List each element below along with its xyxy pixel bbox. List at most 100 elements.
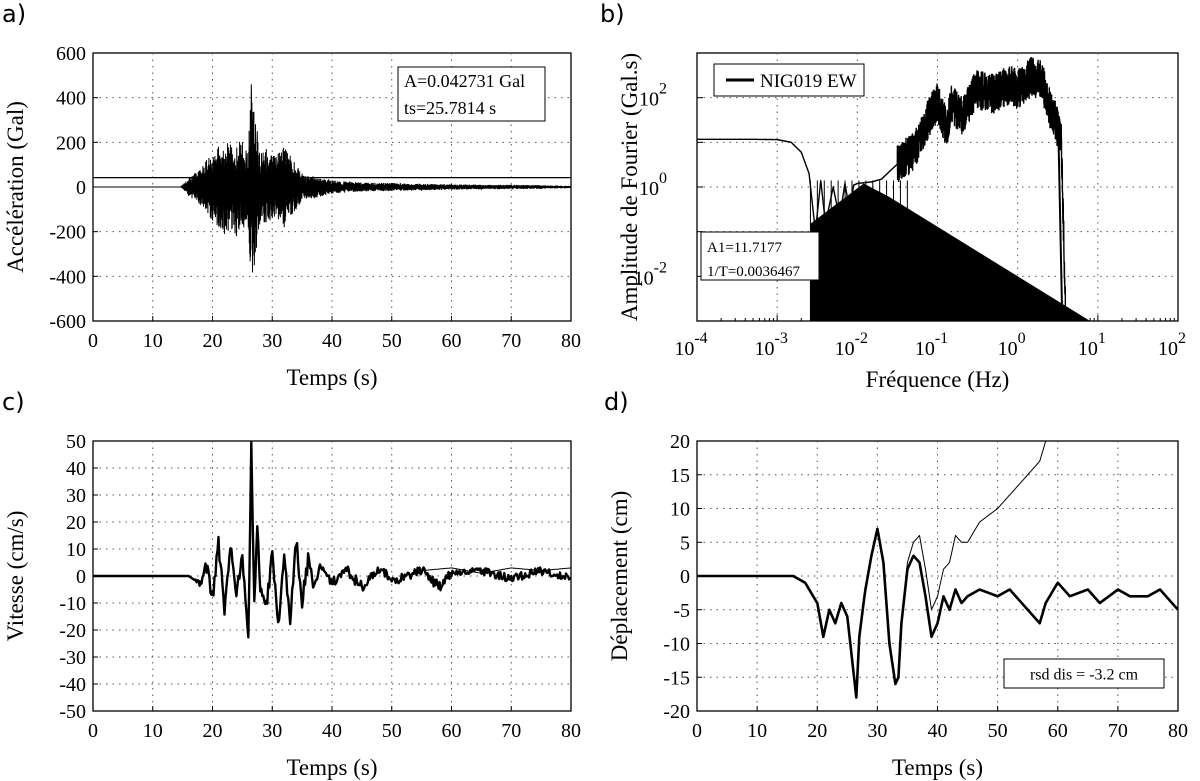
x-tick-label: 60 bbox=[1048, 720, 1068, 742]
x-tick-label: 10 bbox=[143, 720, 163, 742]
x-tick-label: 10-4 bbox=[674, 330, 707, 360]
x-tick-label: 70 bbox=[501, 720, 521, 742]
legend: NIG019 EW bbox=[713, 63, 865, 97]
x-tick-label: 30 bbox=[262, 330, 282, 352]
x-tick-label: 50 bbox=[382, 720, 402, 742]
chart-panel-c: c) 0 10 20 30 40 50 60 70 80 -50 -40 -30 -20 -10 0 10 20 3… bbox=[2, 388, 581, 780]
y-tick-label: 102 bbox=[639, 81, 667, 111]
x-axis-label: Fréquence (Hz) bbox=[866, 367, 1010, 392]
x-tick-label: 50 bbox=[988, 720, 1008, 742]
x-tick-label: 80 bbox=[1168, 720, 1188, 742]
y-tick-label: -20 bbox=[663, 701, 690, 723]
annotation-text: A1=11.7177 bbox=[707, 240, 782, 256]
y-tick-label: -20 bbox=[59, 620, 86, 642]
series-line-spectrum bbox=[697, 56, 1070, 321]
series-line-uncorrected bbox=[697, 441, 1047, 698]
series-line-uncorrected bbox=[421, 567, 571, 574]
y-axis-label: Accélération (Gal) bbox=[3, 101, 28, 273]
series-line bbox=[93, 441, 571, 639]
x-tick-label: 10 bbox=[747, 720, 767, 742]
y-tick-label: 0 bbox=[680, 566, 690, 588]
annotation-text: ts=25.7814 s bbox=[404, 98, 496, 118]
annotation-box: A1=11.7177 1/T=0.0036467 bbox=[700, 231, 820, 281]
y-tick-label: -50 bbox=[59, 701, 86, 723]
panel-label: c) bbox=[2, 388, 25, 416]
y-tick-label: 40 bbox=[66, 458, 86, 480]
legend-entry: NIG019 EW bbox=[760, 71, 857, 92]
x-tick-label: 10-2 bbox=[835, 330, 868, 360]
y-tick-label: -5 bbox=[673, 600, 690, 622]
x-axis-label: Temps (s) bbox=[286, 755, 377, 780]
spectrum-cutoff bbox=[1057, 121, 1071, 321]
y-tick-label: 10 bbox=[66, 539, 86, 561]
x-tick-label: 70 bbox=[501, 330, 521, 352]
y-tick-label: 20 bbox=[670, 431, 690, 453]
x-tick-label: 0 bbox=[692, 720, 702, 742]
y-tick-label: 15 bbox=[670, 465, 690, 487]
x-tick-label: 60 bbox=[442, 720, 462, 742]
y-tick-label: 400 bbox=[56, 88, 86, 110]
annotation-box: rsd dis = -3.2 cm bbox=[1003, 658, 1165, 689]
x-tick-label: 0 bbox=[88, 330, 98, 352]
x-tick-label: 20 bbox=[807, 720, 827, 742]
x-tick-label: 50 bbox=[382, 330, 402, 352]
y-axis-label: Déplacement (cm) bbox=[607, 491, 632, 662]
panel-label: a) bbox=[2, 0, 26, 28]
x-tick-label: 80 bbox=[561, 720, 581, 742]
y-tick-label: 100 bbox=[639, 170, 667, 200]
y-tick-label: -10 bbox=[663, 634, 690, 656]
x-axis-label: Temps (s) bbox=[892, 755, 983, 780]
y-tick-label: -600 bbox=[49, 311, 86, 333]
x-tick-label: 40 bbox=[322, 720, 342, 742]
annotation-rect bbox=[700, 231, 820, 281]
x-tick-label: 30 bbox=[867, 720, 887, 742]
x-tick-label: 80 bbox=[561, 330, 581, 352]
series-line-acceleration bbox=[93, 84, 571, 273]
panel-label: d) bbox=[604, 388, 629, 416]
annotation-rect bbox=[397, 66, 546, 122]
y-axis-label: Vitesse (cm/s) bbox=[3, 511, 28, 642]
annotation-text: rsd dis = -3.2 cm bbox=[1030, 667, 1139, 684]
x-tick-label: 100 bbox=[998, 330, 1026, 360]
series-group bbox=[93, 441, 571, 639]
chart-panel-d: d) 0 10 20 30 40 50 60 70 80 -20 -15 -10 -5 0 5 10 15 20 Te… bbox=[604, 388, 1188, 780]
x-tick-label: 40 bbox=[928, 720, 948, 742]
y-tick-label: -30 bbox=[59, 647, 86, 669]
y-tick-label: 50 bbox=[66, 431, 86, 453]
annotation-text: 1/T=0.0036467 bbox=[707, 264, 801, 280]
y-tick-label: 600 bbox=[56, 43, 86, 65]
x-tick-label: 10-3 bbox=[755, 330, 788, 360]
x-tick-label: 102 bbox=[1158, 330, 1186, 360]
chart-panel-a: a) 0 10 20 30 40 50 60 70 80 -600 -400 -200 0 200 400 60… bbox=[2, 0, 581, 390]
x-tick-label: 10 bbox=[143, 330, 163, 352]
annotation-box: A=0.042731 Gal ts=25.7814 s bbox=[397, 66, 546, 122]
x-tick-label: 0 bbox=[88, 720, 98, 742]
y-tick-label: 10 bbox=[670, 499, 690, 521]
x-tick-label: 101 bbox=[1078, 330, 1106, 360]
y-tick-label: 30 bbox=[66, 485, 86, 507]
x-tick-label: 30 bbox=[262, 720, 282, 742]
y-tick-label: -200 bbox=[49, 222, 86, 244]
y-tick-label: 0 bbox=[76, 566, 86, 588]
x-tick-label: 20 bbox=[203, 720, 223, 742]
y-tick-label: -40 bbox=[59, 674, 86, 696]
y-tick-label: 0 bbox=[76, 177, 86, 199]
series-group bbox=[697, 441, 1178, 699]
x-tick-label: 70 bbox=[1108, 720, 1128, 742]
y-tick-label: 20 bbox=[66, 512, 86, 534]
panel-label: b) bbox=[600, 0, 625, 28]
annotation-text: A=0.042731 Gal bbox=[404, 71, 525, 91]
chart-panel-b: b)10-4 10-3 10-2 10-1 100 101 10210-2100102Fré… bbox=[600, 0, 1186, 392]
y-tick-label: -400 bbox=[49, 266, 86, 288]
spectrum-sidelobes bbox=[810, 183, 1091, 321]
y-tick-label: 200 bbox=[56, 132, 86, 154]
y-tick-label: -10 bbox=[59, 593, 86, 615]
annotation-rect bbox=[1003, 658, 1165, 689]
x-tick-label: 60 bbox=[442, 330, 462, 352]
y-axis-label: Amplitude de Fourier (Gal.s) bbox=[617, 53, 642, 321]
y-tick-label: 5 bbox=[680, 532, 690, 554]
y-tick-label: -15 bbox=[663, 667, 690, 689]
x-tick-label: 20 bbox=[203, 330, 223, 352]
x-tick-label: 40 bbox=[322, 330, 342, 352]
series-group bbox=[93, 84, 571, 273]
